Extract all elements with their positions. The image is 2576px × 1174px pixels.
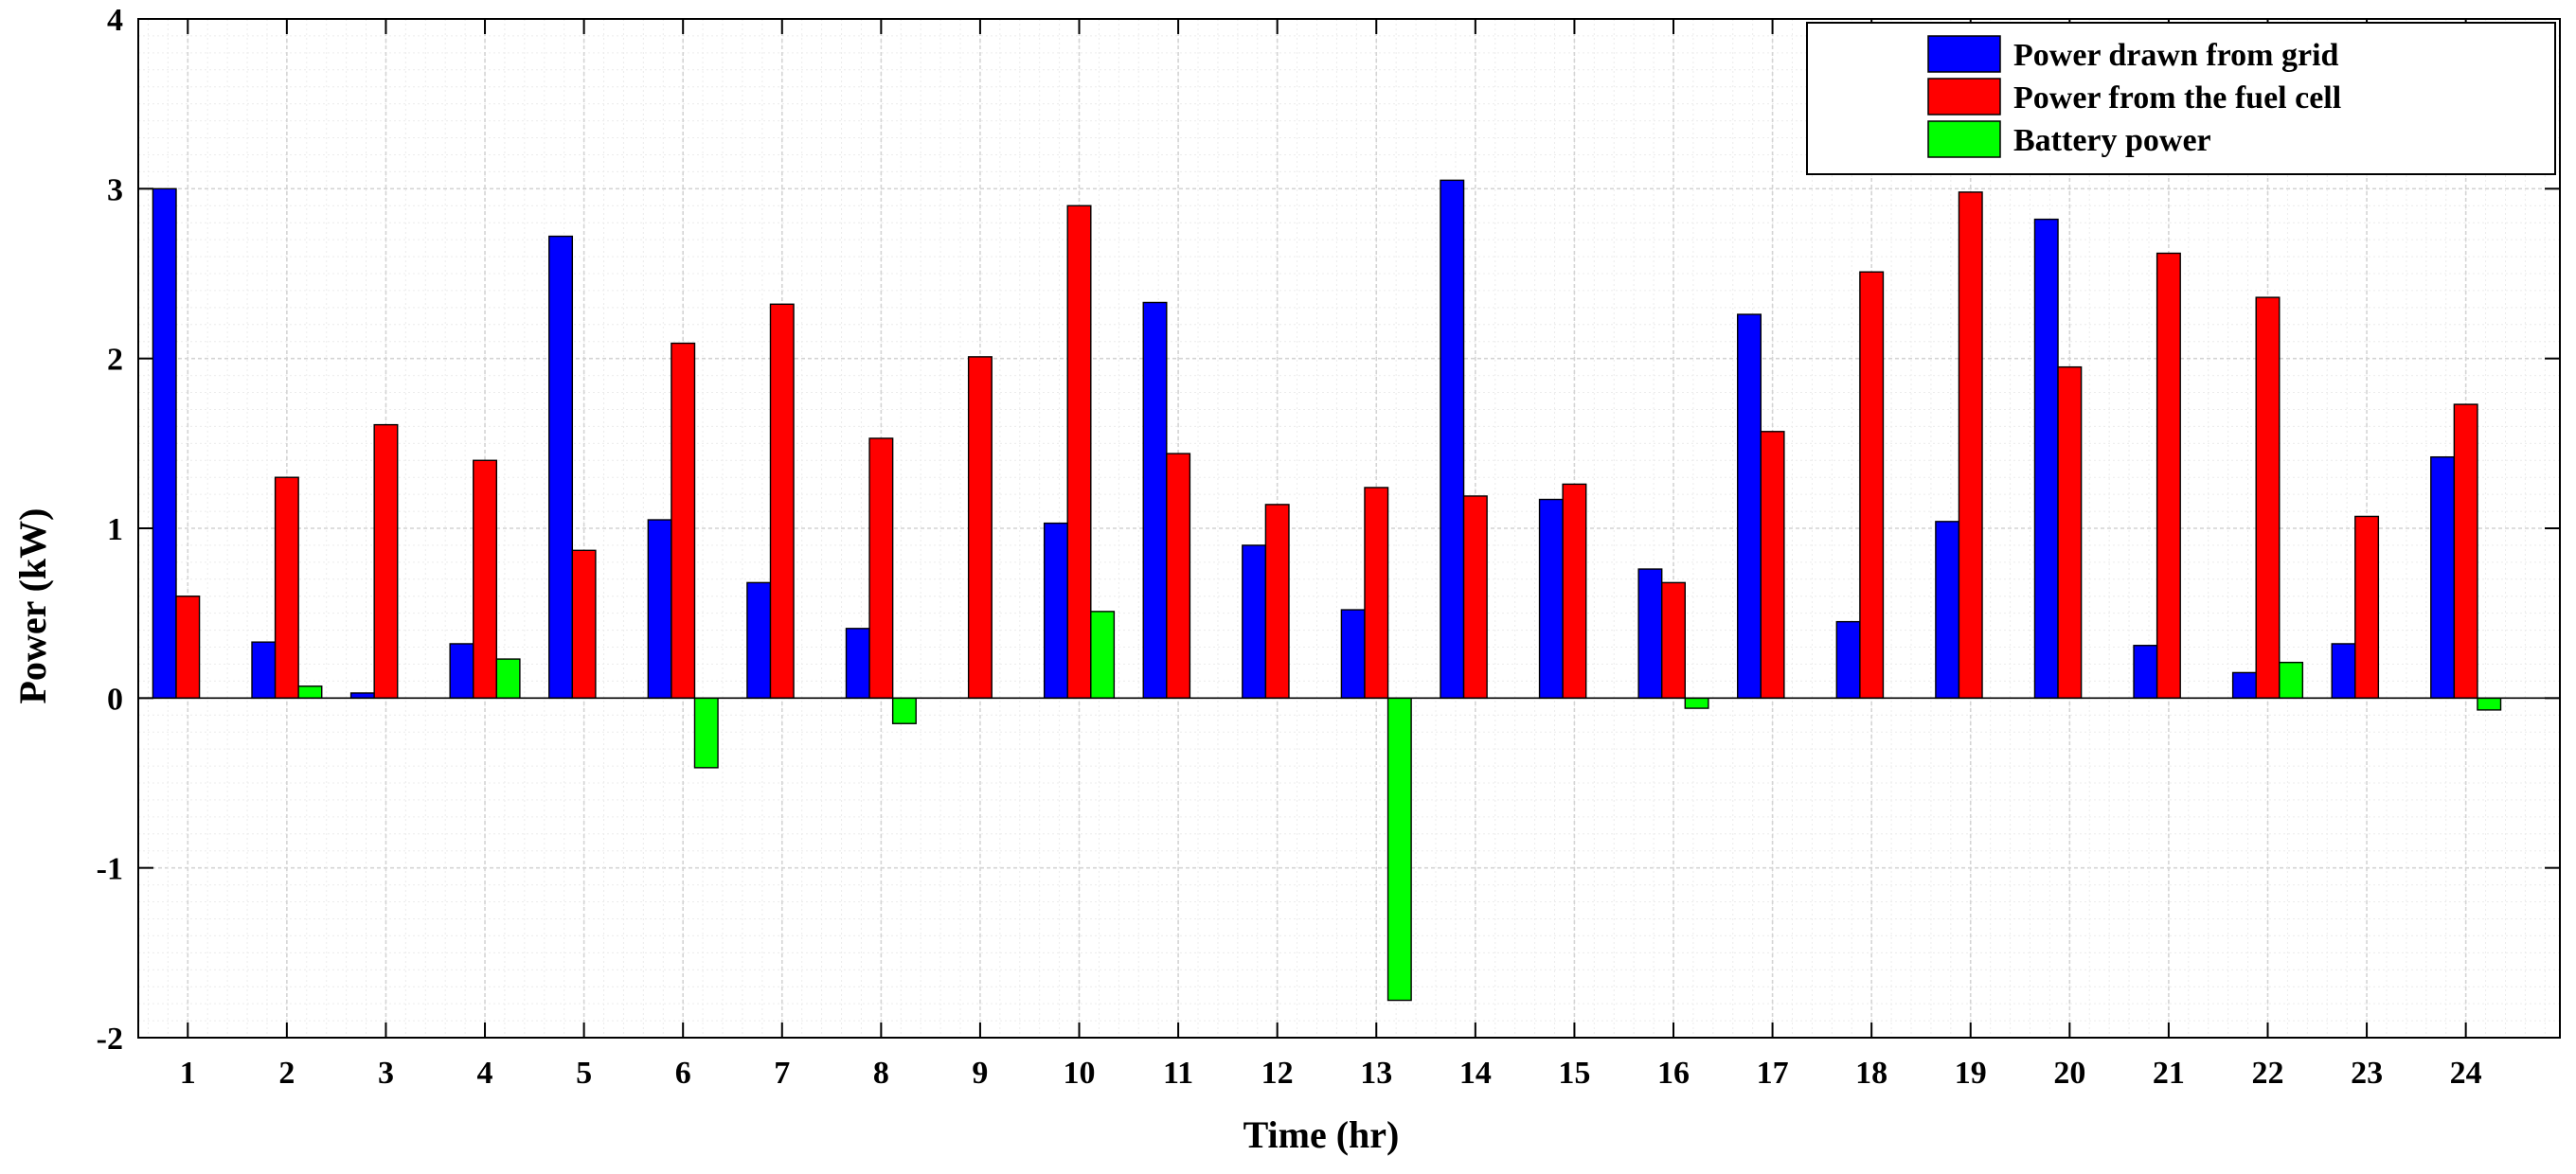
x-tick-label: 2 (278, 1056, 295, 1091)
bar-power-from-the-fuel-cell-20 (2057, 365, 2083, 700)
bars (138, 179, 2560, 1002)
x-tick-label: 18 (1855, 1056, 1887, 1091)
bar-power-from-the-fuel-cell-4 (473, 459, 498, 700)
bar-power-drawn-from-grid-19 (1935, 521, 1960, 700)
x-axis-label: Time (hr) (1243, 1113, 1400, 1156)
legend-swatch-1 (1927, 78, 2001, 116)
y-tick-label: 1 (107, 512, 123, 547)
bar-power-drawn-from-grid-21 (2133, 645, 2158, 700)
bar-power-from-the-fuel-cell-21 (2156, 252, 2181, 700)
y-tick-label: 3 (107, 172, 123, 207)
x-tick-label: 3 (378, 1056, 394, 1091)
bar-power-from-the-fuel-cell-19 (1958, 191, 1983, 700)
bar-power-drawn-from-grid-6 (647, 519, 672, 700)
bar-power-drawn-from-grid-8 (845, 628, 870, 700)
bar-battery-power-22 (2279, 661, 2304, 700)
bar-power-drawn-from-grid-2 (251, 641, 277, 700)
x-tick-label: 19 (1955, 1056, 1987, 1091)
bar-power-from-the-fuel-cell-16 (1661, 581, 1686, 700)
bar-power-drawn-from-grid-18 (1835, 620, 1861, 700)
bar-power-drawn-from-grid-11 (1142, 301, 1168, 700)
x-tick-label: 14 (1459, 1056, 1492, 1091)
x-tick-label: 16 (1657, 1056, 1690, 1091)
bar-power-from-the-fuel-cell-8 (868, 437, 894, 700)
bar-power-from-the-fuel-cell-15 (1562, 483, 1587, 700)
bar-power-from-the-fuel-cell-2 (274, 476, 299, 700)
bar-power-from-the-fuel-cell-5 (571, 549, 597, 700)
legend-label-1: Power from the fuel cell (2013, 80, 2341, 116)
bar-power-from-the-fuel-cell-22 (2255, 296, 2281, 700)
x-tick-label: 12 (1261, 1056, 1294, 1091)
bar-power-from-the-fuel-cell-23 (2354, 515, 2380, 700)
y-axis-label: Power (kW) (11, 508, 54, 704)
bar-power-drawn-from-grid-10 (1043, 522, 1068, 700)
bar-power-drawn-from-grid-12 (1242, 544, 1267, 700)
bar-power-from-the-fuel-cell-6 (671, 342, 696, 700)
y-tick-label: 4 (107, 3, 123, 38)
bar-power-from-the-fuel-cell-12 (1264, 504, 1290, 700)
bar-power-from-the-fuel-cell-9 (967, 356, 993, 700)
x-tick-label: 8 (873, 1056, 889, 1091)
x-tick-label: 21 (2153, 1056, 2185, 1091)
bar-power-drawn-from-grid-14 (1440, 179, 1465, 700)
bar-power-drawn-from-grid-3 (349, 692, 375, 700)
bar-power-drawn-from-grid-5 (548, 235, 574, 700)
y-tick-label: -2 (97, 1022, 123, 1057)
bar-power-from-the-fuel-cell-3 (373, 423, 399, 700)
bar-power-drawn-from-grid-17 (1737, 313, 1762, 700)
bar-power-drawn-from-grid-13 (1340, 609, 1366, 700)
bar-battery-power-8 (891, 697, 917, 724)
bar-power-drawn-from-grid-22 (2231, 671, 2257, 700)
x-tick-label: 9 (972, 1056, 988, 1091)
bar-power-from-the-fuel-cell-24 (2453, 403, 2478, 700)
bar-battery-power-16 (1684, 697, 1709, 709)
x-tick-label: 11 (1163, 1056, 1193, 1091)
bar-power-from-the-fuel-cell-10 (1066, 205, 1092, 700)
bar-power-from-the-fuel-cell-17 (1760, 431, 1785, 700)
legend-swatch-2 (1927, 120, 2001, 158)
x-tick-label: 10 (1064, 1056, 1096, 1091)
bar-power-from-the-fuel-cell-13 (1364, 487, 1389, 700)
bar-power-from-the-fuel-cell-14 (1462, 495, 1488, 700)
bar-power-from-the-fuel-cell-1 (175, 596, 201, 700)
x-tick-label: 22 (2251, 1056, 2283, 1091)
x-tick-label: 20 (2053, 1056, 2085, 1091)
bar-power-drawn-from-grid-7 (746, 581, 772, 700)
bar-power-drawn-from-grid-24 (2430, 455, 2456, 700)
bar-power-from-the-fuel-cell-11 (1166, 453, 1191, 700)
bar-power-drawn-from-grid-4 (449, 643, 474, 700)
bar-battery-power-4 (495, 658, 521, 700)
x-tick-label: 15 (1558, 1056, 1590, 1091)
x-tick-label: 24 (2450, 1056, 2482, 1091)
bar-power-drawn-from-grid-1 (152, 187, 177, 700)
legend: Power drawn from grid Power from the fuel… (1806, 22, 2556, 175)
bar-power-drawn-from-grid-20 (2033, 218, 2059, 700)
x-tick-label: 5 (576, 1056, 592, 1091)
x-tick-label: 23 (2351, 1056, 2383, 1091)
x-tick-label: 1 (180, 1056, 196, 1091)
x-tick-label: 6 (675, 1056, 691, 1091)
x-tick-label: 17 (1757, 1056, 1789, 1091)
x-tick-label: 7 (774, 1056, 790, 1091)
bar-battery-power-24 (2477, 697, 2502, 711)
y-tick-label: 0 (107, 682, 123, 717)
legend-swatch-0 (1927, 35, 2001, 73)
bar-battery-power-2 (297, 685, 323, 700)
x-tick-label: 13 (1360, 1056, 1392, 1091)
x-tick-label: 4 (477, 1056, 493, 1091)
bar-battery-power-10 (1090, 611, 1116, 700)
bar-power-drawn-from-grid-15 (1538, 498, 1564, 700)
y-tick-label: 2 (107, 343, 123, 378)
y-tick-label: -1 (97, 852, 123, 887)
bar-power-drawn-from-grid-16 (1637, 568, 1663, 700)
legend-label-0: Power drawn from grid (2013, 38, 2339, 73)
bar-battery-power-6 (693, 697, 719, 769)
bar-power-from-the-fuel-cell-18 (1859, 271, 1885, 700)
bar-battery-power-13 (1386, 697, 1412, 1002)
bar-power-drawn-from-grid-23 (2331, 643, 2356, 700)
bar-power-from-the-fuel-cell-7 (769, 303, 795, 700)
legend-label-2: Battery power (2013, 123, 2211, 158)
